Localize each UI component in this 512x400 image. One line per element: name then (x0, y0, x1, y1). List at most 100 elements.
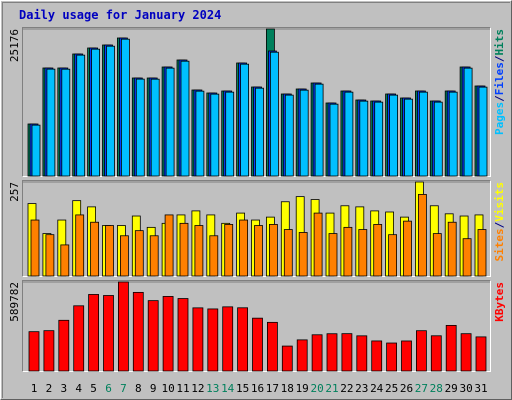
bar (252, 317, 263, 372)
x-tick-label: 9 (150, 382, 157, 395)
bar (284, 94, 294, 177)
bar (401, 340, 412, 372)
bar (359, 100, 369, 177)
bar (415, 330, 427, 372)
bar (240, 63, 250, 177)
bar (313, 212, 323, 277)
bar (358, 229, 368, 277)
bar (314, 83, 324, 177)
x-tick-label: 15 (236, 382, 249, 395)
panel-highlight (22, 27, 491, 177)
legend-separator: / (493, 221, 506, 228)
x-tick-label: 3 (60, 382, 67, 395)
bar (61, 68, 71, 177)
bar (417, 194, 427, 277)
legend-label: Hits (493, 29, 506, 56)
bar (135, 78, 145, 177)
x-tick-label: 16 (251, 382, 264, 395)
bar (162, 296, 174, 372)
bar (28, 331, 40, 372)
bar (389, 94, 399, 177)
legend: Sites/Visits (493, 182, 506, 262)
bar (463, 67, 473, 177)
bar (299, 89, 309, 177)
bar (386, 342, 398, 372)
x-tick-label: 11 (176, 382, 189, 395)
bar (132, 291, 144, 372)
bar (430, 335, 442, 372)
bar (311, 334, 323, 372)
bar (120, 235, 129, 277)
bar (254, 225, 263, 277)
bar (222, 306, 234, 372)
x-tick-label: 6 (105, 382, 112, 395)
legend-label: Pages (493, 102, 506, 135)
bar (344, 91, 354, 177)
bar (209, 235, 219, 277)
legend-label: Files (493, 62, 506, 95)
x-tick-label: 21 (325, 382, 338, 395)
x-tick-label: 22 (340, 382, 353, 395)
y-tick-label: 25176 (8, 29, 21, 62)
bar (475, 336, 487, 372)
bar (58, 319, 70, 372)
bar (296, 339, 308, 372)
x-tick-label: 19 (296, 382, 309, 395)
bar (149, 235, 159, 277)
panel-highlight (22, 180, 491, 277)
bar (447, 221, 457, 277)
bar (268, 224, 278, 277)
legend-label: KBytes (493, 282, 506, 322)
bar (266, 321, 278, 372)
bar (90, 221, 99, 277)
y-tick-label: 589782 (8, 282, 21, 322)
x-tick-label: 30 (459, 382, 472, 395)
bar (478, 86, 488, 177)
bar (177, 298, 189, 372)
legend: Pages/Files/Hits (493, 29, 506, 135)
bar (477, 229, 487, 277)
bar (195, 90, 205, 177)
bar (404, 98, 413, 177)
bar (30, 219, 40, 277)
bar (43, 330, 55, 372)
bar (403, 220, 412, 277)
x-tick-label: 26 (400, 382, 413, 395)
bar (462, 238, 472, 277)
bar (225, 91, 235, 177)
bar (31, 124, 41, 177)
bar (373, 224, 383, 277)
x-tick-label: 5 (90, 382, 97, 395)
bar (75, 214, 85, 277)
bar (255, 87, 264, 177)
x-tick-label: 14 (221, 382, 235, 395)
bar (237, 307, 249, 372)
x-tick-label: 17 (266, 382, 279, 395)
bar (374, 101, 384, 177)
bar (118, 281, 129, 372)
bar (194, 225, 204, 277)
bar (371, 340, 383, 372)
bar (448, 91, 458, 177)
bar (76, 54, 86, 177)
legend-separator: / (493, 95, 506, 102)
bar (298, 232, 308, 277)
legend-separator: / (493, 55, 506, 62)
bar (179, 222, 189, 277)
y-tick-label: 257 (8, 182, 21, 202)
bar (418, 91, 428, 177)
bar (91, 48, 100, 177)
bar (103, 295, 114, 372)
bar (106, 45, 115, 177)
legend-label: Visits (493, 182, 506, 222)
bar (180, 60, 190, 177)
x-tick-label: 4 (75, 382, 82, 395)
x-tick-label: 24 (370, 382, 384, 395)
bar (88, 294, 99, 372)
bar (147, 300, 159, 372)
bar (150, 78, 160, 177)
bar (121, 38, 130, 177)
bar (165, 67, 175, 177)
